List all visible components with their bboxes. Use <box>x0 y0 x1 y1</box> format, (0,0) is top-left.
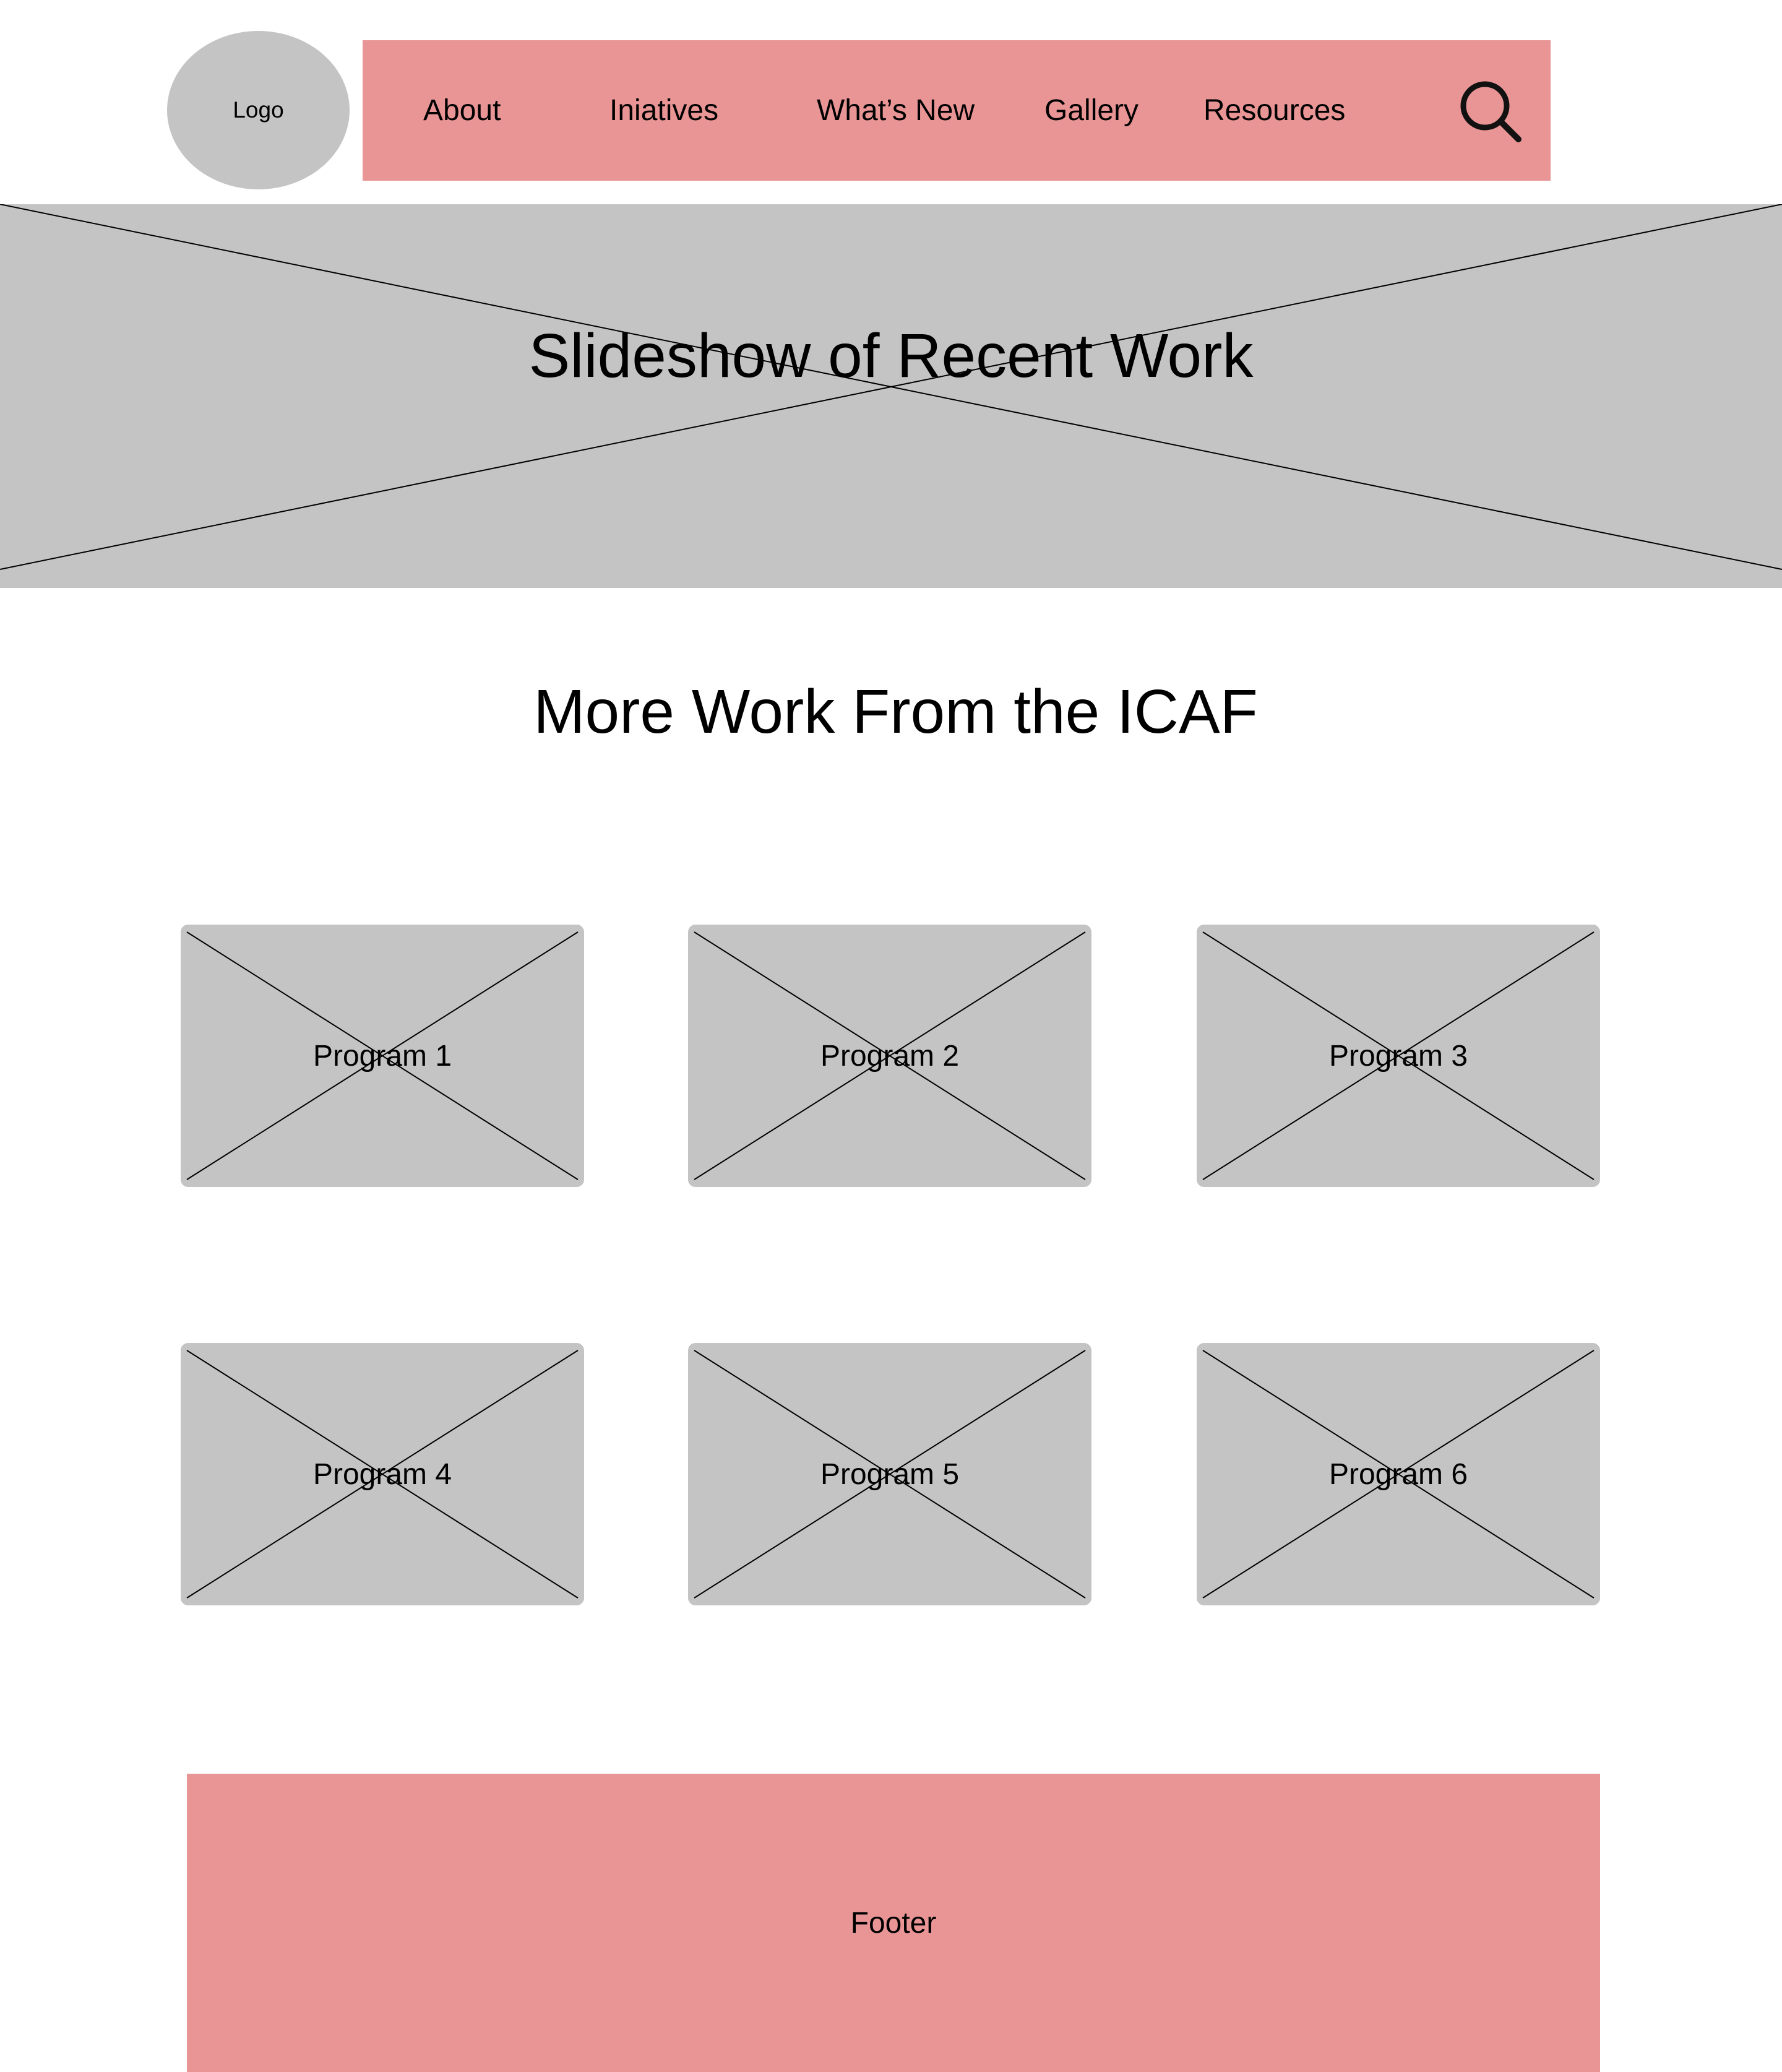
image-placeholder-cross <box>1202 1350 1595 1599</box>
section-title: More Work From the ICAF <box>533 677 1258 746</box>
logo[interactable]: Logo <box>167 31 350 189</box>
search-icon[interactable] <box>1457 77 1525 145</box>
nav-item-resources[interactable]: Resources <box>1203 94 1346 127</box>
program-card-6[interactable]: Program 6 <box>1197 1343 1600 1605</box>
nav-item-initiatives[interactable]: Iniatives <box>609 94 719 127</box>
program-label: Program 4 <box>312 1457 452 1491</box>
footer: Footer <box>187 1774 1600 2072</box>
logo-label: Logo <box>233 97 284 123</box>
program-card-2[interactable]: Program 2 <box>688 925 1091 1187</box>
image-placeholder-cross <box>186 931 579 1180</box>
program-card-1[interactable]: Program 1 <box>181 925 584 1187</box>
nav-item-about[interactable]: About <box>423 94 501 127</box>
image-placeholder-cross <box>186 1350 579 1599</box>
footer-label: Footer <box>850 1906 937 1940</box>
image-placeholder-cross <box>694 1350 1086 1599</box>
program-label: Program 3 <box>1328 1039 1468 1073</box>
program-card-5[interactable]: Program 5 <box>688 1343 1091 1605</box>
program-card-4[interactable]: Program 4 <box>181 1343 584 1605</box>
image-placeholder-cross <box>694 931 1086 1180</box>
nav-item-whats-new[interactable]: What’s New <box>817 94 975 127</box>
program-label: Program 2 <box>820 1039 960 1073</box>
program-label: Program 5 <box>820 1457 960 1491</box>
main-nav: About Iniatives What’s New Gallery Resou… <box>363 40 1551 181</box>
program-label: Program 6 <box>1328 1457 1468 1491</box>
hero-title: Slideshow of Recent Work <box>528 321 1254 391</box>
hero-slideshow[interactable]: Slideshow of Recent Work <box>0 204 1782 588</box>
program-card-3[interactable]: Program 3 <box>1197 925 1600 1187</box>
image-placeholder-cross <box>1202 931 1595 1180</box>
nav-item-gallery[interactable]: Gallery <box>1044 94 1139 127</box>
program-label: Program 1 <box>312 1039 452 1073</box>
image-placeholder-cross <box>0 204 1782 570</box>
